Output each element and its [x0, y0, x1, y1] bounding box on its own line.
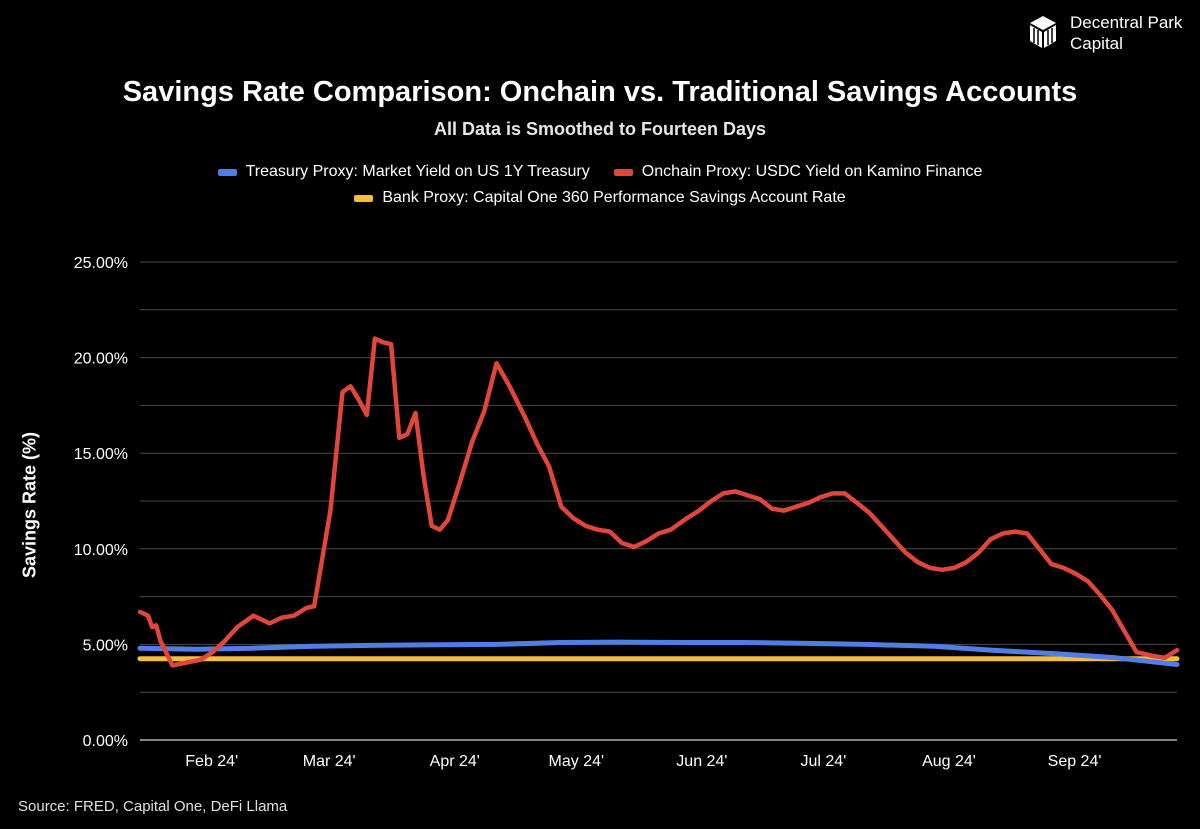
x-tick-label: Apr 24' — [430, 753, 480, 770]
x-tick-label: Sep 24' — [1048, 753, 1102, 770]
legend-item-bank: Bank Proxy: Capital One 360 Performance … — [354, 189, 846, 207]
legend-swatch-bank — [354, 194, 374, 202]
series-layer — [137, 336, 1180, 668]
chart-subtitle: All Data is Smoothed to Fourteen Days — [433, 119, 767, 139]
x-tick-label: Mar 24' — [303, 753, 356, 770]
legend-swatch-onchain — [613, 168, 633, 176]
brand-name: Decentral Park Capital — [1070, 12, 1182, 54]
x-tick-label: Aug 24' — [922, 753, 976, 770]
grid-layer — [140, 261, 1177, 741]
y-tick-label: 10.00% — [74, 542, 128, 559]
brand: Decentral Park Capital — [1028, 12, 1193, 56]
y-tick-label: 0.00% — [83, 733, 128, 750]
legend-row-2: Bank Proxy: Capital One 360 Performance … — [0, 189, 1200, 207]
legend-label-treasury: Treasury Proxy: Market Yield on US 1Y Tr… — [245, 163, 590, 180]
y-tick-label: 20.00% — [74, 351, 128, 368]
x-tick-label: Feb 24' — [185, 753, 238, 770]
series-line-treasury — [137, 639, 1180, 667]
x-tick-label: Jun 24' — [676, 753, 727, 770]
y-tick-label: 5.00% — [83, 637, 128, 654]
cube-logo-icon — [1030, 16, 1056, 48]
x-tick-label: May 24' — [549, 753, 605, 770]
source-note: Source: FRED, Capital One, DeFi Llama — [18, 798, 288, 815]
y-tick-label: 25.00% — [74, 255, 128, 272]
x-tick-label: Jul 24' — [801, 753, 847, 770]
chart-title: Savings Rate Comparison: Onchain vs. Tra… — [122, 76, 1078, 108]
legend-label-bank: Bank Proxy: Capital One 360 Performance … — [382, 189, 846, 206]
legend-label-onchain: Onchain Proxy: USDC Yield on Kamino Fina… — [641, 163, 983, 180]
y-tick-label: 15.00% — [74, 446, 128, 463]
tick-layer: 0.00% 5.00% 10.00% 15.00% 20.00% 25.00% Feb 24… — [74, 255, 1102, 770]
brand-name-line1: Decentral Park — [1070, 13, 1183, 32]
legend-item-treasury: Treasury Proxy: Market Yield on US 1Y Tr… — [217, 163, 590, 181]
legend-item-onchain: Onchain Proxy: USDC Yield on Kamino Fina… — [613, 163, 983, 181]
legend-swatch-treasury — [217, 168, 237, 176]
legend-row-1: Treasury Proxy: Market Yield on US 1Y Tr… — [0, 163, 1200, 181]
brand-name-line2: Capital — [1070, 34, 1123, 53]
series-line-onchain — [137, 336, 1180, 668]
